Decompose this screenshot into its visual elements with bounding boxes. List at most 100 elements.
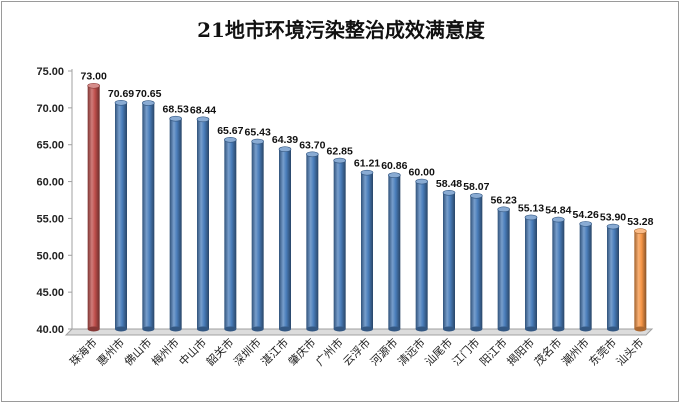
bar-base [251, 326, 264, 332]
data-label: 65.43 [245, 127, 271, 139]
bar-base [552, 326, 565, 332]
category-label: 揭阳市 [504, 335, 537, 368]
bar-cap [333, 157, 346, 164]
bar-base [579, 326, 592, 332]
bar-base [607, 326, 619, 332]
data-label: 63.70 [299, 139, 325, 151]
data-label: 53.90 [600, 212, 626, 224]
bar [415, 178, 428, 332]
bar-base [169, 326, 182, 332]
bar [278, 146, 292, 332]
category-label: 深圳市 [231, 335, 264, 368]
bar-base [224, 326, 237, 332]
bar-cap [278, 146, 292, 153]
bar-base [497, 326, 510, 332]
bar [333, 157, 346, 332]
bar-cap [579, 221, 592, 227]
category-label: 东莞市 [586, 335, 619, 368]
bar-cap [306, 151, 319, 158]
category-label: 惠州市 [94, 335, 127, 368]
y-tick-label: 50.00 [36, 250, 64, 262]
data-label: 61.21 [354, 158, 380, 170]
bar [470, 192, 483, 332]
bar-base [634, 326, 647, 332]
bar-base [197, 326, 209, 332]
bar-cap [114, 99, 128, 106]
bar-body [142, 103, 155, 330]
y-tick-label: 65.00 [36, 140, 64, 152]
y-tick-label: 60.00 [36, 177, 64, 189]
data-label: 60.86 [381, 160, 407, 172]
bar-cap [634, 228, 647, 234]
data-label: 65.67 [217, 125, 243, 137]
data-label: 55.13 [518, 202, 544, 214]
bar-body [87, 85, 100, 329]
bar [306, 151, 319, 332]
bar-body [634, 231, 647, 329]
bar [634, 228, 647, 332]
bar-cap [142, 100, 155, 106]
data-label: 70.69 [108, 88, 134, 100]
bar-body [470, 195, 483, 329]
bar-base [525, 326, 537, 332]
data-label: 56.23 [491, 194, 517, 206]
category-label: 珠海市 [67, 335, 100, 368]
bar-body [497, 209, 510, 329]
bar [142, 100, 155, 332]
data-label: 64.39 [272, 134, 298, 146]
data-label: 53.28 [627, 216, 653, 228]
bar-base [279, 326, 291, 332]
bar-body [361, 172, 373, 329]
y-tick-label: 55.00 [36, 213, 64, 225]
bar [442, 189, 456, 332]
bar-body [333, 160, 346, 329]
bar [224, 136, 237, 332]
bar-cap [251, 138, 264, 145]
bar-body [388, 175, 401, 329]
bar-base [388, 326, 401, 332]
category-label: 河源市 [367, 335, 400, 368]
bar-body [224, 139, 237, 329]
bar [388, 172, 401, 332]
bar-cap [552, 216, 565, 223]
chart-title: 21地市环境污染整治成效满意度 [197, 18, 485, 42]
bar-cap [415, 178, 428, 185]
bar [360, 169, 374, 332]
bar-cap [606, 223, 620, 230]
data-label: 70.65 [135, 88, 161, 100]
bar-body [415, 181, 428, 329]
bar-body [251, 141, 264, 329]
data-label: 62.85 [327, 146, 353, 158]
category-label: 江门市 [449, 335, 482, 368]
category-label: 广州市 [313, 335, 346, 368]
bar [196, 116, 210, 332]
bar-cap [169, 115, 182, 122]
bar-base [361, 326, 373, 332]
category-label: 梅州市 [149, 335, 182, 368]
data-label: 60.00 [409, 167, 435, 179]
bar-body [525, 217, 537, 329]
y-tick-label: 70.00 [36, 103, 64, 115]
category-label: 湛江市 [258, 335, 291, 368]
y-tick-label: 75.00 [36, 66, 64, 78]
bar-cap [524, 214, 538, 221]
category-label: 汕尾市 [422, 335, 455, 368]
category-label: 茂名市 [531, 335, 564, 368]
category-label: 云浮市 [340, 335, 373, 368]
bar-body [197, 119, 209, 330]
bar-body [552, 219, 565, 329]
category-label: 汕头市 [613, 335, 646, 368]
bar [169, 115, 182, 332]
category-label: 肇庆市 [285, 335, 318, 368]
category-label: 阳江市 [477, 335, 510, 368]
bar-base [443, 326, 455, 332]
bar-body [579, 223, 592, 329]
bar-body [306, 154, 319, 329]
bar-base [470, 326, 483, 332]
bar-cap [196, 116, 210, 123]
bar-base [115, 326, 127, 332]
bar-cap [470, 192, 483, 199]
bar-base [415, 326, 428, 332]
y-tick-label: 40.00 [36, 324, 64, 336]
category-label: 清远市 [395, 335, 428, 368]
